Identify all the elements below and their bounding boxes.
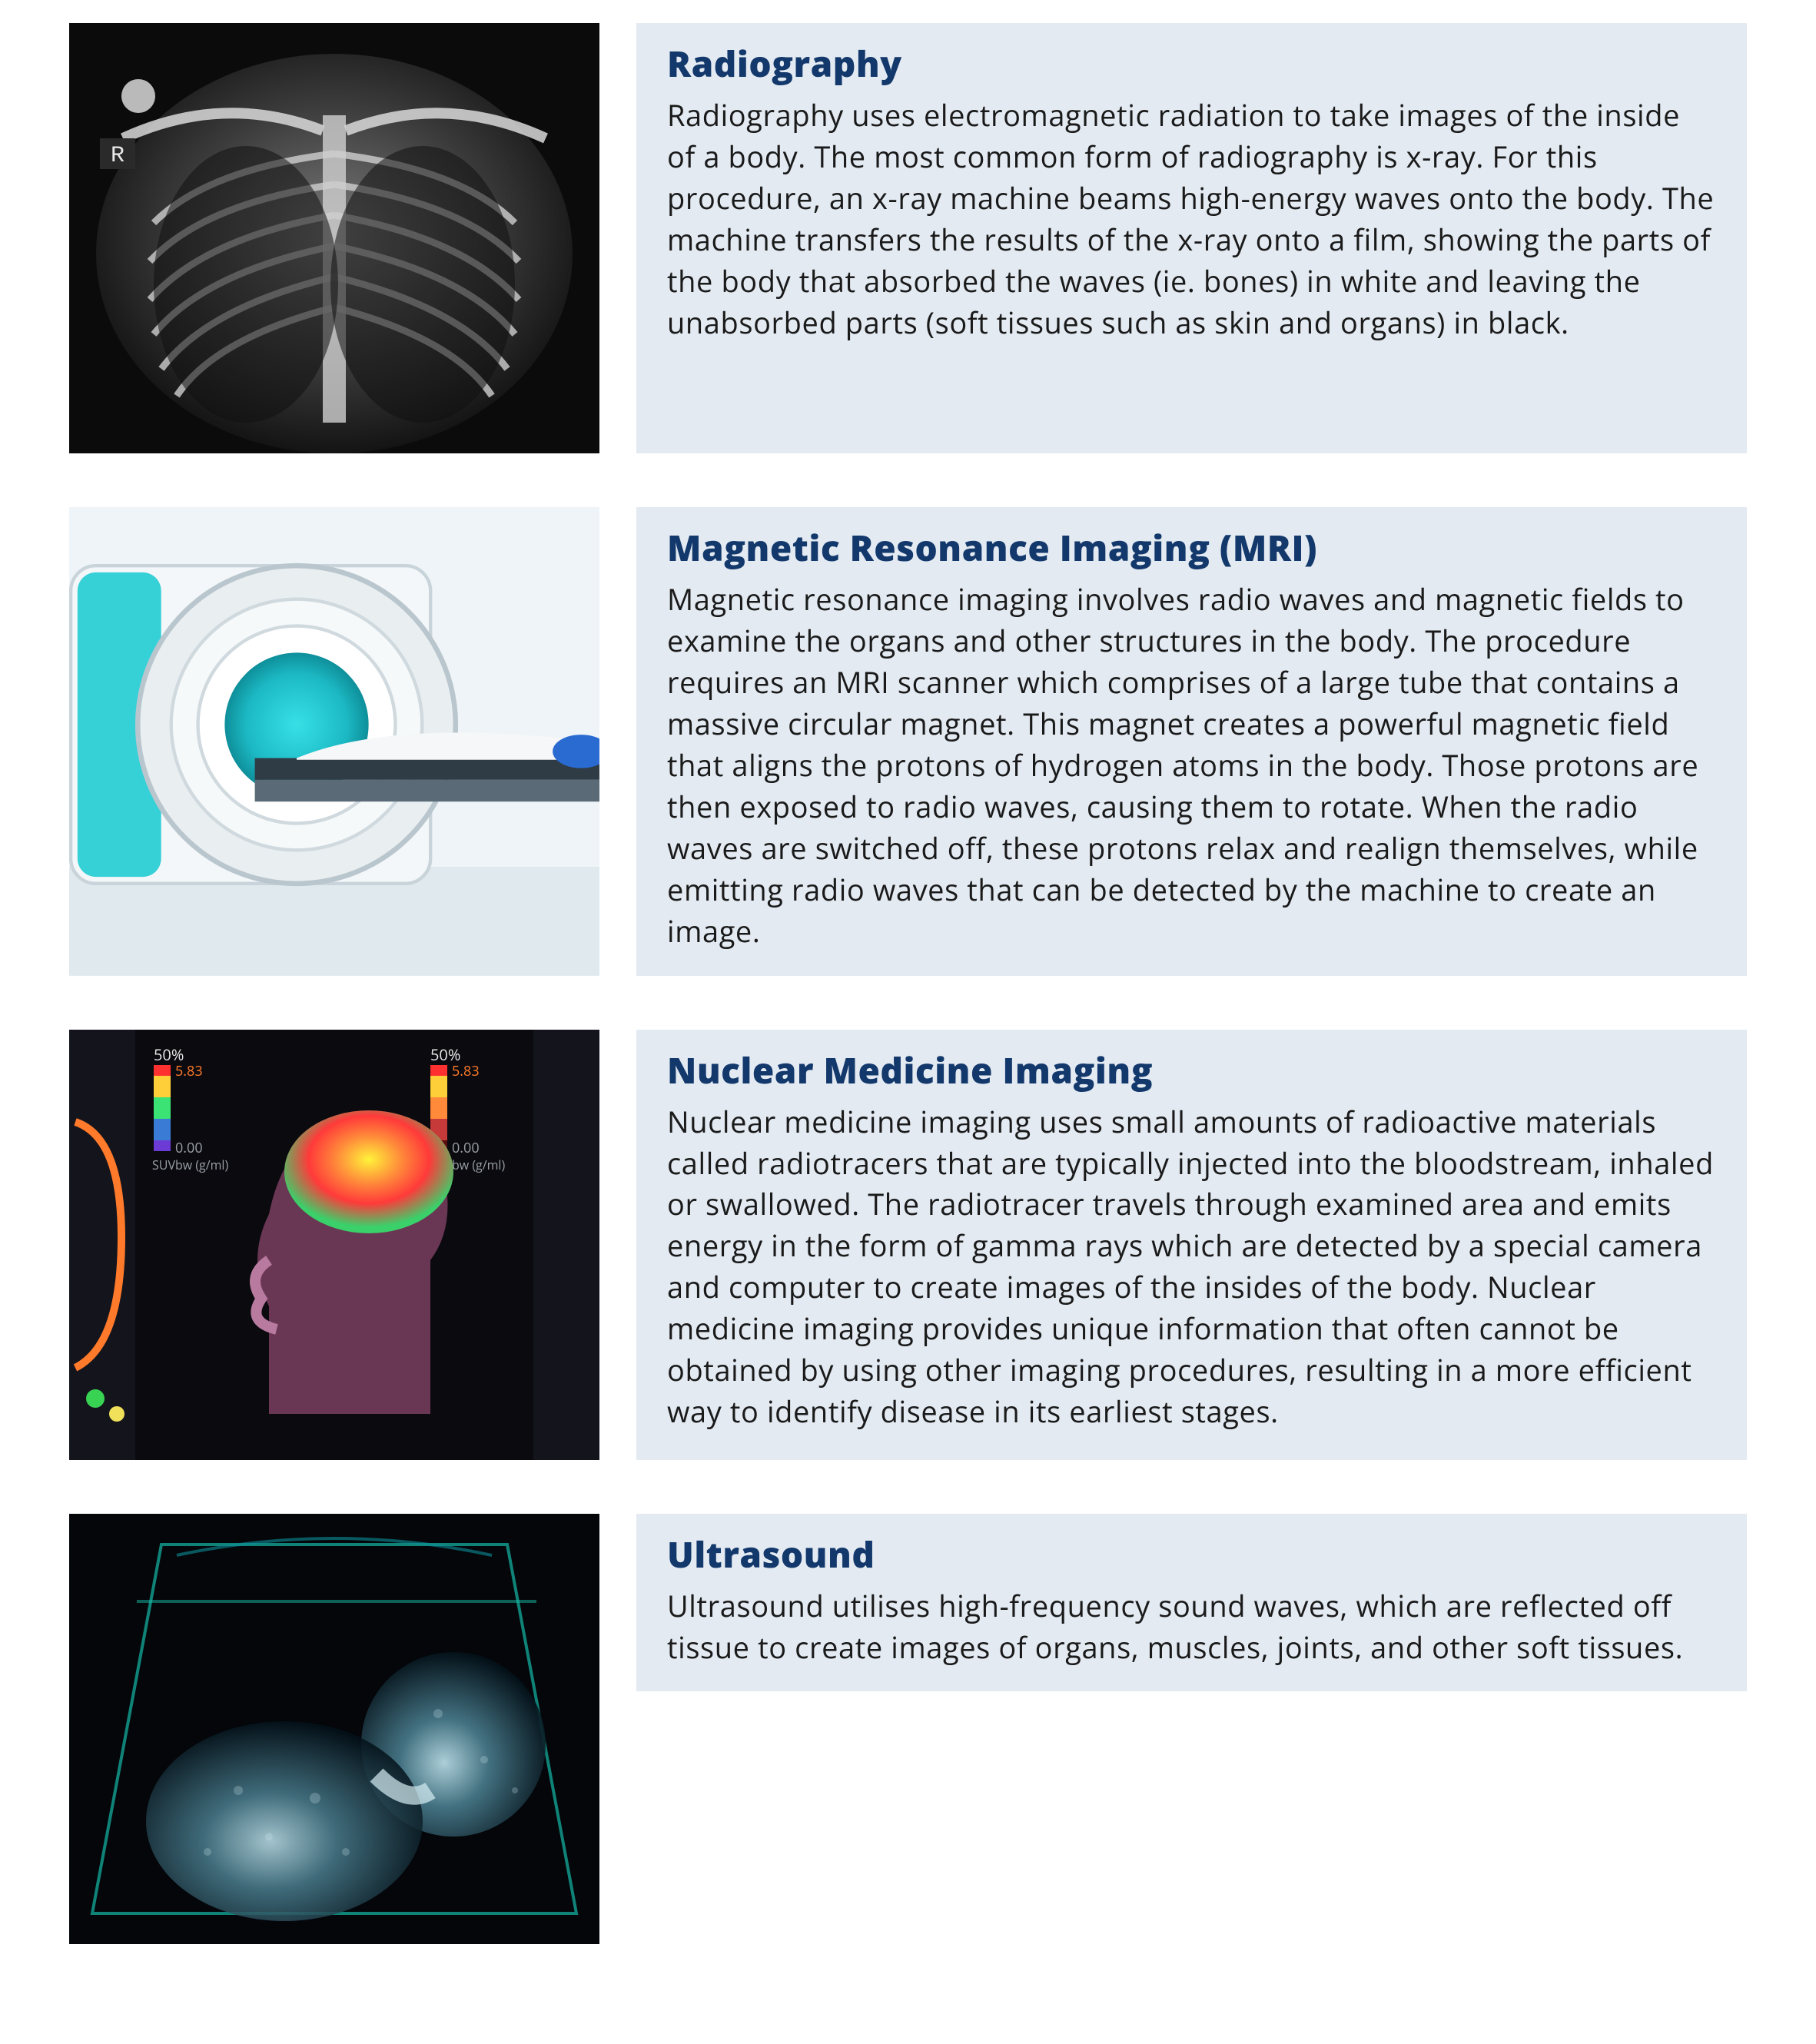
nuclear-card: Nuclear Medicine Imaging Nuclear medicin… [636,1030,1747,1460]
nuclear-image: 50% 5.83 0.00 SUVbw (g/ml) 50% 5.83 0.00… [69,1030,599,1460]
mri-body: Magnetic resonance imaging involves radi… [667,579,1716,953]
pet-label-max: 5.83 [175,1062,203,1080]
section-ultrasound: Ultrasound Ultrasound utilises high-freq… [69,1514,1747,1944]
radiography-card: Radiography Radiography uses electromagn… [636,23,1747,453]
pet-label-unit: SUVbw (g/ml) [152,1156,228,1173]
section-radiography: R Radiography Radiography uses electroma… [69,23,1747,453]
ultrasound-card: Ultrasound Ultrasound utilises high-freq… [636,1514,1747,1692]
radiography-body: Radiography uses electromagnetic radiati… [667,95,1716,344]
mri-card: Magnetic Resonance Imaging (MRI) Magneti… [636,507,1747,976]
pet-label-max2: 5.83 [452,1062,480,1080]
ultrasound-body: Ultrasound utilises high-frequency sound… [667,1586,1716,1669]
ultrasound-image [69,1514,599,1944]
fetal-ultrasound-icon [69,1514,599,1944]
section-mri: Magnetic Resonance Imaging (MRI) Magneti… [69,507,1747,976]
radiography-title: Radiography [667,40,1716,88]
nuclear-body: Nuclear medicine imaging uses small amou… [667,1102,1716,1434]
radiography-image: R [69,23,599,453]
mri-scanner-icon [69,507,599,976]
page: R Radiography Radiography uses electroma… [0,0,1816,2044]
xray-side-marker: R [111,143,124,169]
mri-image [69,507,599,976]
pet-label-min2: 0.00 [452,1139,480,1157]
section-nuclear: 50% 5.83 0.00 SUVbw (g/ml) 50% 5.83 0.00… [69,1030,1747,1460]
pet-label-min: 0.00 [175,1139,203,1157]
mri-title: Magnetic Resonance Imaging (MRI) [667,524,1716,572]
ultrasound-title: Ultrasound [667,1531,1716,1578]
chest-xray-icon: R [69,23,599,453]
pet-scan-icon: 50% 5.83 0.00 SUVbw (g/ml) 50% 5.83 0.00… [69,1030,599,1460]
nuclear-title: Nuclear Medicine Imaging [667,1047,1716,1094]
